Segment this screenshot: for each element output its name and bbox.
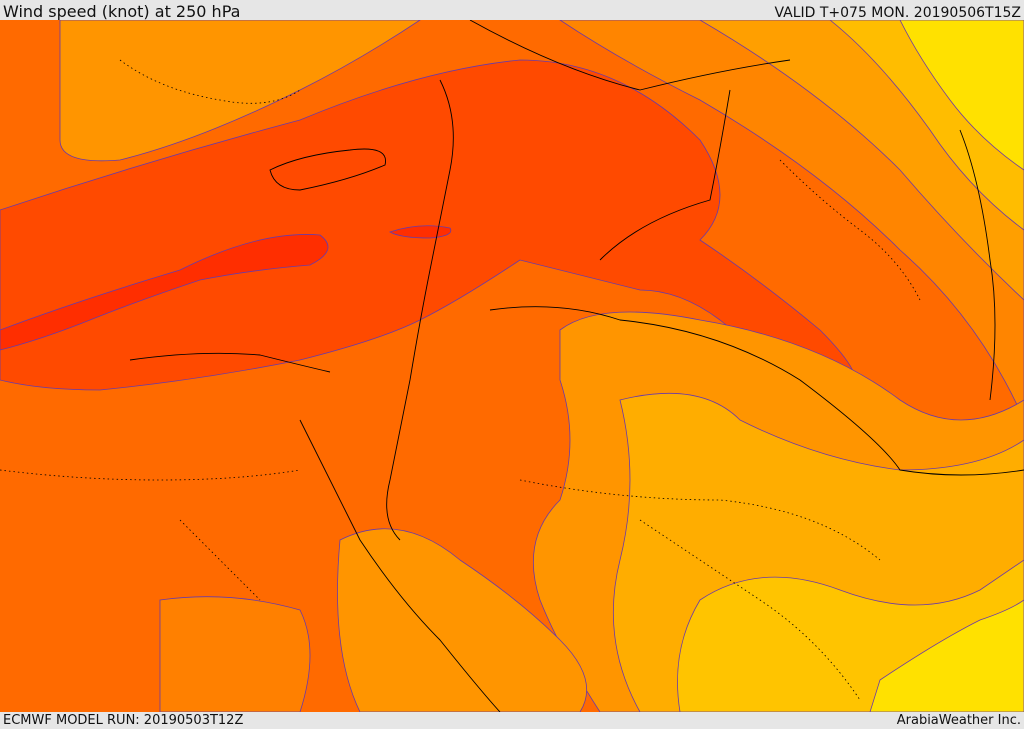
contour-band-ne-4 — [899, 20, 1024, 171]
contour-band-west-south — [159, 596, 311, 712]
contour-jet-core — [0, 234, 329, 351]
contour-band-nw — [59, 20, 421, 162]
footer-bar: ECMWF MODEL RUN: 20190503T12Z ArabiaWeat… — [0, 712, 1024, 729]
header-bar: Wind speed (knot) at 250 hPa VALID T+075… — [0, 0, 1024, 21]
map-title: Wind speed (knot) at 250 hPa — [3, 2, 241, 21]
contour-jet-core-small — [389, 225, 452, 239]
borders-dotted — [0, 59, 921, 701]
coastlines — [129, 20, 1024, 712]
credit: ArabiaWeather Inc. — [896, 713, 1021, 728]
model-run: ECMWF MODEL RUN: 20190503T12Z — [3, 713, 244, 728]
contour-band-south-4 — [869, 599, 1024, 712]
valid-time: VALID T+075 MON. 20190506T15Z — [774, 5, 1021, 21]
wind-speed-map[interactable] — [0, 20, 1024, 712]
contour-band-arabia — [337, 528, 587, 712]
